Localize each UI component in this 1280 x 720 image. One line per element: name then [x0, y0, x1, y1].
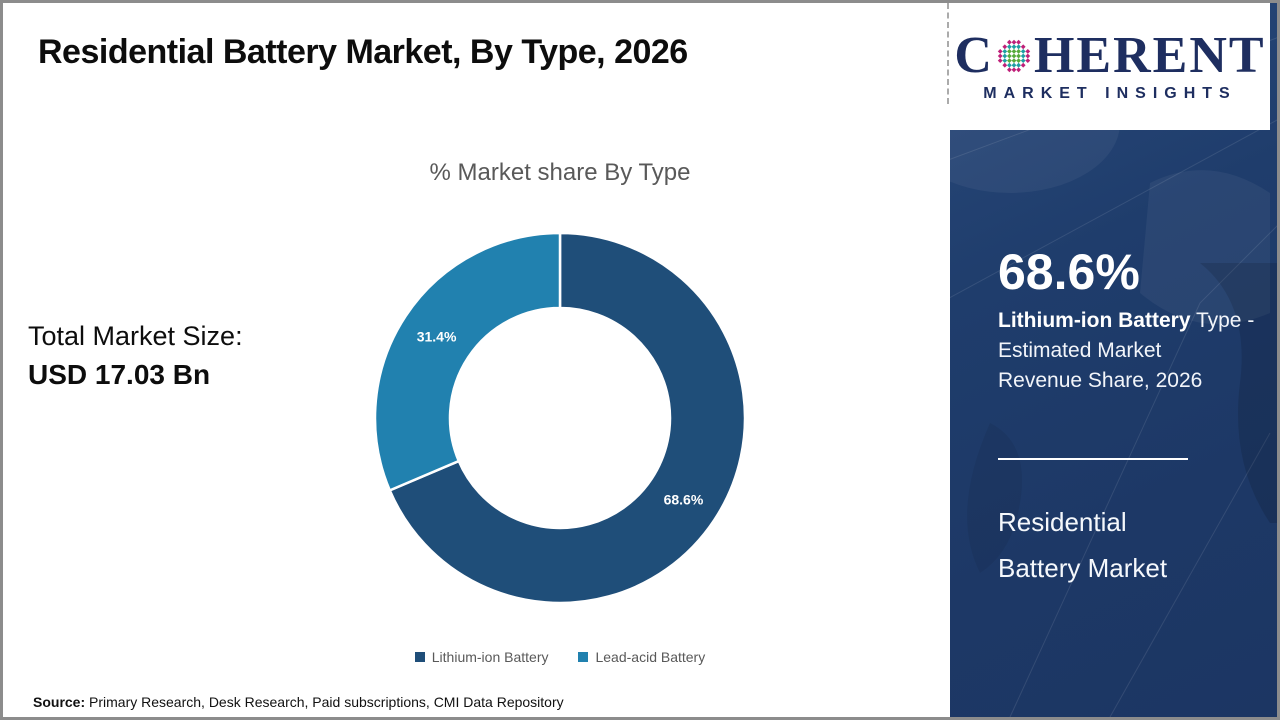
- globe-dot: [1020, 62, 1026, 68]
- page-title: Residential Battery Market, By Type, 202…: [38, 33, 688, 71]
- globe-dot: [1016, 48, 1021, 54]
- chart-title: % Market share By Type: [429, 159, 691, 186]
- globe-dot: [1002, 62, 1008, 68]
- globe-dot: [1016, 67, 1021, 73]
- donut-slice-label: 31.4%: [417, 328, 457, 344]
- globe-dot: [1020, 53, 1026, 59]
- sidebar-stat-line1-rest: Type -: [1190, 309, 1255, 332]
- globe-dot: [1011, 53, 1017, 59]
- globe-dot: [1016, 62, 1021, 68]
- source-line: Source: Primary Research, Desk Research,…: [33, 694, 564, 710]
- sidebar-stat-value: 68.6%: [998, 244, 1140, 300]
- sidebar-stat-line3: Revenue Share, 2026: [998, 369, 1203, 392]
- globe-dot: [1016, 53, 1021, 59]
- legend-label: Lithium-ion Battery: [431, 649, 549, 665]
- globe-dot: [1006, 44, 1012, 50]
- globe-dot: [1006, 53, 1012, 59]
- total-market-size-label: Total Market Size:: [28, 321, 243, 351]
- logo-letters-herent: HERENT: [1033, 27, 1266, 84]
- donut-slice-lithium-ion-battery: [388, 231, 747, 605]
- globe-dot: [1002, 58, 1008, 64]
- globe-dot: [1011, 67, 1017, 73]
- globe-dot: [1002, 53, 1008, 59]
- sidebar-divider: [998, 458, 1188, 460]
- donut-slice-lead-acid-battery: [373, 231, 562, 493]
- globe-dot: [1006, 62, 1012, 68]
- legend-swatch-icon: [578, 652, 589, 662]
- globe-dot: [1025, 48, 1031, 54]
- header-dashed-divider: [947, 3, 949, 104]
- legend-swatch-icon: [414, 652, 425, 662]
- legend-item: Lithium-ion Battery: [414, 649, 549, 665]
- globe-dot: [1002, 44, 1008, 50]
- chart-legend: Lithium-ion Battery Lead-acid Battery: [170, 649, 950, 665]
- globe-dot: [1016, 58, 1021, 64]
- globe-dot: [1011, 58, 1017, 64]
- globe-dot: [1011, 39, 1017, 45]
- globe-dot: [997, 58, 1003, 64]
- total-market-size-block: Total Market Size: USD 17.03 Bn: [28, 321, 243, 391]
- logo-wordmark: C HERENT: [954, 30, 1265, 82]
- globe-dots-icon: [997, 39, 1031, 73]
- globe-dot: [1002, 48, 1008, 54]
- globe-dot: [1025, 53, 1031, 59]
- donut-slice-label: 68.6%: [664, 492, 704, 508]
- sidebar-stat-description: Lithium-ion Battery Type - Estimated Mar…: [998, 306, 1254, 396]
- logo-subtitle: MARKET INSIGHTS: [983, 85, 1237, 102]
- globe-dot: [1011, 62, 1017, 68]
- sidebar-stat-line2: Estimated Market: [998, 339, 1162, 362]
- globe-dot: [1016, 39, 1021, 45]
- logo-letter-c: C: [954, 27, 994, 84]
- sidebar-market-name-line1: Residential: [998, 507, 1127, 537]
- sidebar-market-name: Residential Battery Market: [998, 499, 1167, 591]
- company-logo: C HERENT MARKET INSIGHTS: [950, 3, 1270, 130]
- globe-dot: [1006, 48, 1012, 54]
- globe-dot: [1011, 48, 1017, 54]
- legend-item: Lead-acid Battery: [578, 649, 705, 665]
- globe-dot: [1006, 58, 1012, 64]
- source-label: Source:: [33, 694, 86, 710]
- globe-dot: [1006, 67, 1012, 73]
- globe-dot: [1006, 39, 1012, 45]
- globe-dot: [997, 53, 1003, 59]
- globe-dot: [1020, 44, 1026, 50]
- globe-dot: [1025, 58, 1031, 64]
- globe-dot: [1020, 48, 1026, 54]
- sidebar-market-name-line2: Battery Market: [998, 553, 1168, 583]
- source-text: Primary Research, Desk Research, Paid su…: [85, 694, 564, 710]
- total-market-size-value: USD 17.03 Bn: [28, 359, 211, 390]
- globe-dot: [1016, 44, 1021, 50]
- globe-dot: [1011, 44, 1017, 50]
- globe-dot: [997, 48, 1003, 54]
- sidebar-stat-segment-name: Lithium-ion Battery: [998, 309, 1191, 332]
- globe-dot: [1020, 58, 1026, 64]
- donut-chart: 68.6% 31.4%: [372, 230, 748, 606]
- donut-chart-svg: 68.6% 31.4%: [373, 231, 747, 605]
- legend-label: Lead-acid Battery: [595, 649, 706, 665]
